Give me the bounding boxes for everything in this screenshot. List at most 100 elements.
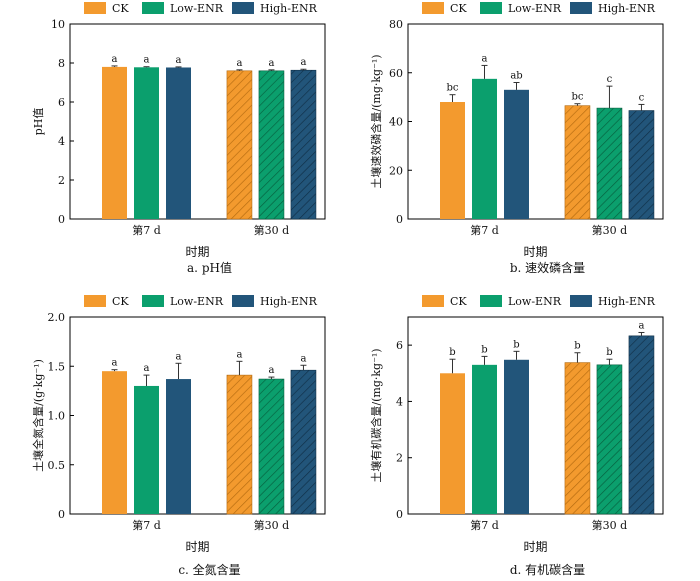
legend-label: High-ENR (598, 295, 656, 308)
legend-label: Low-ENR (170, 295, 224, 308)
legend-swatch (422, 295, 444, 307)
significance-letter: b (481, 344, 487, 355)
plot-frame (69, 23, 326, 220)
legend-swatch (422, 2, 444, 14)
y-tick-label: 6 (58, 96, 65, 109)
significance-letter: a (268, 365, 274, 376)
bar (564, 105, 591, 220)
legend-swatch (84, 295, 106, 307)
panel-caption: d. 有机碳含量 (510, 562, 585, 577)
significance-letter: a (300, 353, 306, 364)
bar (472, 364, 497, 514)
significance-letter: a (176, 351, 182, 362)
legend-swatch (142, 2, 164, 14)
y-tick-label: 10 (51, 18, 65, 31)
y-tick-label: 1.0 (48, 410, 66, 423)
legend-label: CK (112, 2, 129, 15)
significance-letter: a (176, 55, 182, 66)
chart-panel-c: CK Low-ENR High-ENR 0 0.5 1.0 1.5 2.0 土壤全氮含量/(g·… (31, 295, 326, 577)
x-axis-label: 时期 (523, 245, 547, 259)
y-tick-label: 0 (58, 508, 65, 521)
legend-swatch (570, 2, 592, 14)
significance-letter: a (638, 320, 644, 331)
significance-letter: b (606, 347, 612, 358)
legend-swatch (142, 295, 164, 307)
bar (134, 385, 159, 514)
y-tick-label: 2.0 (48, 311, 66, 324)
bar (596, 107, 623, 220)
legend-swatch (570, 295, 592, 307)
legend-label: High-ENR (260, 2, 318, 15)
bar (102, 371, 127, 514)
bar (226, 70, 253, 220)
y-tick-label: 1.5 (48, 360, 66, 373)
x-tick-label: 第7 d (470, 518, 499, 532)
bar (166, 379, 191, 514)
legend-swatch (84, 2, 106, 14)
legend-swatch (232, 295, 254, 307)
x-tick-label: 第30 d (254, 223, 290, 237)
bar (290, 69, 317, 220)
y-tick-label: 0 (396, 508, 403, 521)
significance-letter: a (144, 55, 150, 66)
y-tick-label: 0.5 (48, 459, 66, 472)
legend-label: Low-ENR (508, 2, 562, 15)
y-tick-label: 40 (389, 116, 403, 129)
significance-letter: bc (446, 83, 458, 94)
x-axis-label: 时期 (185, 245, 209, 259)
y-tick-label: 80 (389, 18, 403, 31)
significance-letter: a (144, 363, 150, 374)
bar (596, 364, 623, 515)
significance-letter: b (574, 341, 580, 352)
significance-letter: a (236, 58, 242, 69)
bar (504, 89, 529, 219)
y-tick-label: 60 (389, 67, 403, 80)
y-tick-label: 0 (396, 213, 403, 226)
significance-letter: a (236, 349, 242, 360)
panel-caption: b. 速效磷含量 (510, 260, 585, 275)
bar (564, 362, 591, 515)
significance-letter: b (449, 347, 455, 358)
legend-label: Low-ENR (170, 2, 224, 15)
legend-label: CK (450, 295, 467, 308)
legend-swatch (480, 2, 502, 14)
y-tick-label: 6 (396, 339, 403, 352)
bar (258, 378, 285, 515)
y-tick-label: 2 (58, 174, 65, 187)
significance-letter: bc (571, 92, 583, 103)
y-axis-label: 土壤全氮含量/(g·kg⁻¹) (31, 359, 45, 472)
bar (472, 78, 497, 219)
bar (628, 335, 655, 515)
x-tick-label: 第30 d (592, 518, 628, 532)
significance-letter: a (300, 57, 306, 68)
bar (102, 66, 127, 220)
x-axis-label: 时期 (185, 540, 209, 554)
y-axis-label: pH值 (32, 108, 45, 136)
chart-panel-d: CK Low-ENR High-ENR 0 2 4 6 土壤有机碳含量/(mg·kg⁻¹) 第7… (369, 295, 664, 577)
legend-label: CK (112, 295, 129, 308)
panel-caption: c. 全氮含量 (178, 562, 240, 577)
y-tick-label: 4 (58, 135, 65, 148)
significance-letter: ab (510, 71, 522, 82)
bar (166, 67, 191, 219)
panel-caption: a. pH值 (187, 260, 232, 275)
significance-letter: c (607, 74, 613, 85)
y-tick-label: 8 (58, 57, 65, 70)
x-tick-label: 第7 d (470, 223, 499, 237)
x-tick-label: 第30 d (592, 223, 628, 237)
significance-letter: b (513, 339, 519, 350)
bar (226, 374, 253, 515)
bar (290, 369, 317, 515)
bar (258, 70, 285, 220)
bar (628, 110, 655, 220)
y-tick-label: 20 (389, 164, 403, 177)
y-axis-label: 土壤速效磷含量/(mg·kg⁻¹) (369, 54, 383, 188)
x-tick-label: 第7 d (132, 518, 161, 532)
bar (440, 102, 465, 219)
y-axis-label: 土壤有机碳含量/(mg·kg⁻¹) (369, 348, 383, 482)
x-tick-label: 第7 d (132, 223, 161, 237)
significance-letter: a (112, 54, 118, 65)
y-tick-label: 4 (396, 395, 403, 408)
